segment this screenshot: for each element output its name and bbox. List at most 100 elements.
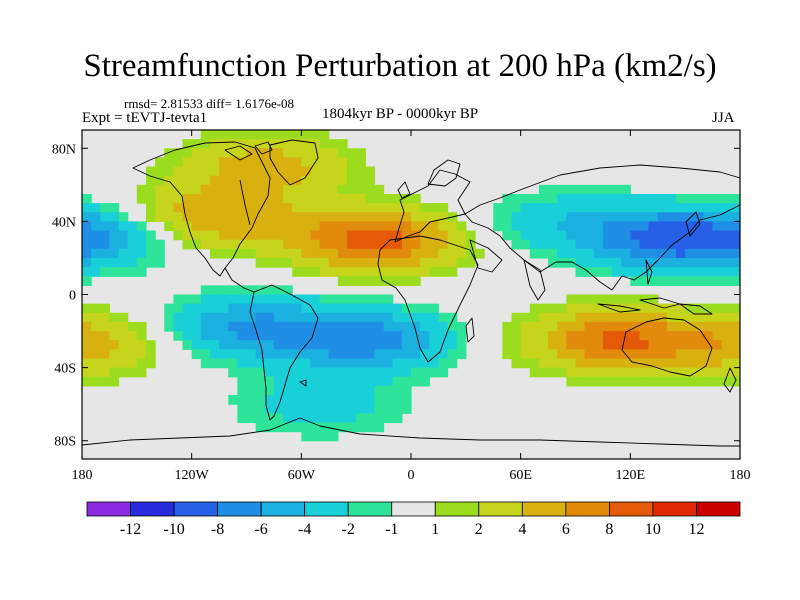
field-cell	[228, 230, 238, 241]
field-cell	[548, 349, 558, 360]
field-cell	[676, 212, 686, 222]
field-cell	[127, 340, 138, 350]
field-cell	[347, 148, 357, 159]
field-cell	[639, 331, 650, 341]
field-cell	[273, 148, 284, 159]
field-cell	[145, 184, 156, 195]
field-cell	[548, 193, 558, 204]
field-cell	[127, 358, 138, 369]
field-cell	[420, 367, 430, 378]
field-cell	[602, 303, 613, 314]
field-cell	[657, 193, 668, 204]
field-cell	[666, 349, 677, 360]
field-cell	[328, 358, 339, 369]
field-cell	[200, 148, 211, 159]
field-cell	[237, 166, 248, 177]
field-cell	[283, 239, 293, 250]
field-cell	[109, 230, 120, 241]
field-cell	[420, 239, 430, 250]
field-cell	[310, 248, 321, 259]
field-cell	[283, 422, 293, 433]
field-cell	[548, 184, 558, 195]
field-cell	[91, 267, 101, 277]
field-cell	[721, 193, 732, 204]
field-cell	[292, 413, 302, 424]
field-cell	[319, 413, 330, 424]
field-cell	[173, 294, 184, 305]
field-cell	[621, 221, 631, 232]
field-cell	[365, 385, 376, 396]
field-cell	[219, 312, 229, 323]
field-cell	[630, 193, 641, 204]
field-cell	[191, 193, 202, 204]
field-cell	[365, 358, 376, 369]
field-cell	[273, 340, 284, 350]
field-cell	[237, 203, 248, 213]
field-cell	[548, 340, 558, 350]
field-cell	[602, 184, 613, 195]
field-cell	[356, 404, 366, 414]
field-cell	[228, 303, 238, 314]
field-cell	[283, 203, 293, 213]
field-cell	[145, 166, 156, 177]
field-cell	[575, 340, 586, 350]
field-cell	[255, 184, 266, 195]
field-cell	[639, 212, 650, 222]
field-cell	[273, 422, 284, 433]
field-cell	[685, 303, 695, 314]
field-cell	[712, 230, 723, 241]
field-cell	[602, 221, 613, 232]
field-cell	[228, 193, 238, 204]
field-cell	[721, 212, 732, 222]
field-cell	[264, 193, 275, 204]
field-cell	[374, 230, 385, 241]
field-cell	[365, 376, 376, 387]
field-cell	[283, 376, 293, 387]
field-cell	[694, 303, 705, 314]
field-cell	[584, 267, 595, 277]
field-cell	[420, 267, 430, 277]
field-cell	[255, 312, 266, 323]
field-cell	[365, 239, 376, 250]
field-cell	[383, 212, 394, 222]
field-cell	[145, 193, 156, 204]
field-cell	[401, 321, 412, 332]
field-cell	[164, 184, 174, 195]
field-cell	[374, 303, 385, 314]
field-cell	[575, 230, 586, 241]
field-cell	[273, 130, 284, 140]
field-cell	[228, 212, 238, 222]
field-cell	[365, 321, 376, 332]
field-cell	[694, 331, 705, 341]
field-cell	[666, 358, 677, 369]
field-cell	[411, 276, 421, 286]
field-cell	[219, 221, 229, 232]
field-cell	[228, 294, 238, 305]
field-cell	[246, 367, 257, 378]
field-cell	[173, 148, 184, 159]
field-cell	[465, 230, 476, 241]
field-cell	[301, 230, 312, 241]
field-cell	[621, 376, 631, 387]
field-cell	[264, 157, 275, 168]
field-cell	[173, 166, 184, 177]
field-cell	[712, 349, 723, 360]
field-cell	[420, 257, 430, 268]
field-cell	[694, 257, 705, 268]
field-cell	[411, 193, 421, 204]
field-cell	[666, 212, 677, 222]
field-cell	[703, 358, 714, 369]
field-cell	[191, 340, 202, 350]
field-cell	[237, 340, 248, 350]
field-cell	[712, 358, 723, 369]
x-tick-label: 180	[730, 468, 751, 483]
field-cell	[273, 376, 284, 387]
field-cell	[630, 331, 641, 341]
field-cell	[155, 166, 165, 177]
field-cell	[273, 203, 284, 213]
field-cell	[529, 203, 540, 213]
field-cell	[310, 395, 321, 405]
field-cell	[456, 340, 467, 350]
field-cell	[301, 312, 312, 323]
field-cell	[228, 340, 238, 350]
